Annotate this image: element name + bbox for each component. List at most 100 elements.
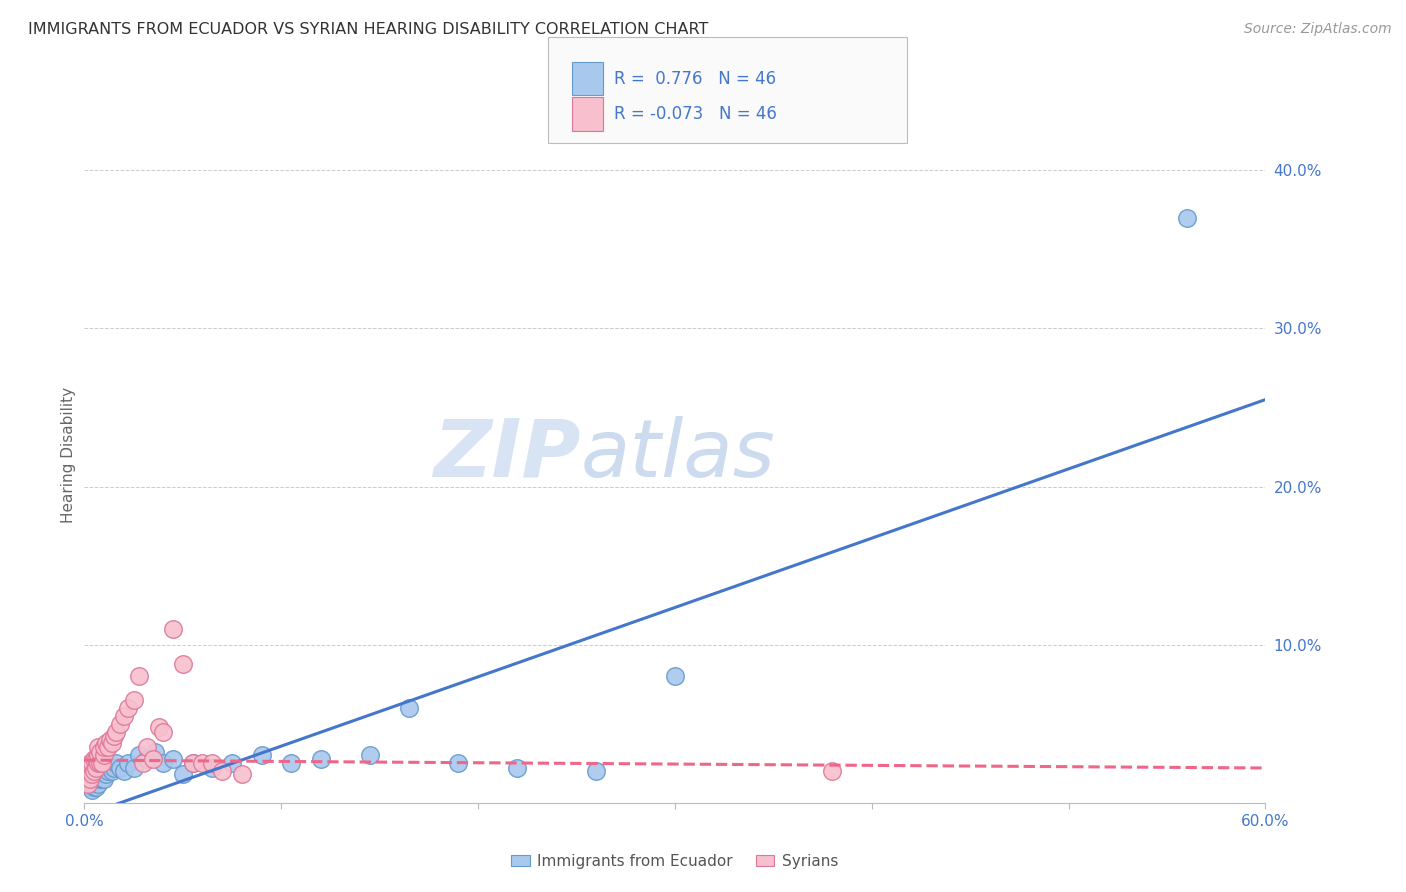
Point (132, 756, 155, 771)
Point (89, 764, 111, 779)
Point (82, 772, 104, 786)
Point (84, 751, 107, 765)
Text: R = -0.073   N = 46: R = -0.073 N = 46 (614, 105, 778, 123)
Point (98, 761, 121, 775)
Point (84, 761, 107, 775)
Legend: Immigrants from Ecuador, Syrians: Immigrants from Ecuador, Syrians (505, 848, 845, 875)
Point (117, 701, 139, 715)
Point (117, 756, 139, 771)
Point (1175, 211, 1198, 225)
Point (93, 772, 115, 786)
Point (83, 751, 105, 765)
Point (89, 745, 111, 759)
Point (128, 748, 150, 763)
Point (79, 772, 101, 786)
Point (136, 751, 159, 765)
Point (94, 736, 117, 750)
Point (142, 751, 165, 765)
Point (103, 761, 125, 775)
Point (89, 756, 111, 771)
Point (79, 780, 101, 794)
Point (162, 751, 184, 765)
Point (101, 764, 124, 779)
Point (309, 751, 332, 765)
Point (108, 716, 131, 731)
Point (94, 767, 117, 781)
Point (152, 756, 174, 771)
Point (191, 756, 214, 771)
Point (821, 764, 844, 779)
Text: Source: ZipAtlas.com: Source: ZipAtlas.com (1244, 22, 1392, 37)
Point (87, 740, 110, 755)
Point (79, 756, 101, 771)
Point (93, 748, 115, 763)
Text: IMMIGRANTS FROM ECUADOR VS SYRIAN HEARING DISABILITY CORRELATION CHART: IMMIGRANTS FROM ECUADOR VS SYRIAN HEARIN… (28, 22, 709, 37)
Point (172, 657, 194, 671)
Point (359, 748, 381, 763)
Point (112, 708, 135, 723)
Point (398, 701, 420, 715)
Point (103, 730, 125, 744)
Point (122, 693, 145, 707)
Point (91, 756, 114, 771)
Point (136, 740, 159, 755)
Point (112, 764, 135, 779)
Point (664, 669, 686, 683)
Point (143, 745, 166, 759)
Text: ZIP: ZIP (433, 416, 581, 494)
Point (91, 772, 114, 786)
Point (201, 756, 224, 771)
Point (84, 772, 107, 786)
Point (89, 772, 111, 786)
Point (97, 740, 120, 755)
Text: R =  0.776   N = 46: R = 0.776 N = 46 (614, 70, 776, 87)
Point (506, 761, 529, 775)
Point (585, 764, 607, 779)
Point (93, 740, 115, 755)
Point (181, 756, 204, 771)
Point (162, 622, 184, 636)
Point (447, 756, 470, 771)
Point (211, 764, 233, 779)
Point (97, 764, 120, 779)
Point (201, 761, 224, 775)
Point (75, 772, 97, 786)
Point (98, 732, 121, 747)
Point (101, 736, 124, 750)
Point (83, 767, 105, 781)
Point (83, 780, 105, 794)
Point (87, 767, 110, 781)
Point (128, 669, 150, 683)
Point (83, 764, 105, 779)
Point (91, 767, 114, 781)
Point (104, 756, 127, 771)
Y-axis label: Hearing Disability: Hearing Disability (60, 387, 76, 523)
Point (79, 764, 101, 779)
Point (82, 783, 104, 797)
Point (83, 777, 105, 791)
Point (77, 777, 100, 791)
Point (82, 756, 104, 771)
Point (84, 780, 107, 794)
Point (77, 767, 100, 781)
Point (77, 777, 100, 791)
Point (280, 756, 302, 771)
Point (148, 720, 170, 734)
Point (221, 756, 243, 771)
Point (122, 761, 145, 775)
Point (87, 756, 110, 771)
Point (77, 761, 100, 775)
Point (250, 748, 273, 763)
Point (75, 764, 97, 779)
Point (231, 767, 253, 781)
Point (93, 764, 115, 779)
Point (152, 724, 174, 739)
Point (82, 767, 104, 781)
Point (181, 756, 204, 771)
Point (104, 724, 127, 739)
Point (87, 777, 110, 791)
Text: atlas: atlas (581, 416, 775, 494)
Point (108, 761, 131, 775)
Point (87, 748, 110, 763)
Point (172, 767, 194, 781)
